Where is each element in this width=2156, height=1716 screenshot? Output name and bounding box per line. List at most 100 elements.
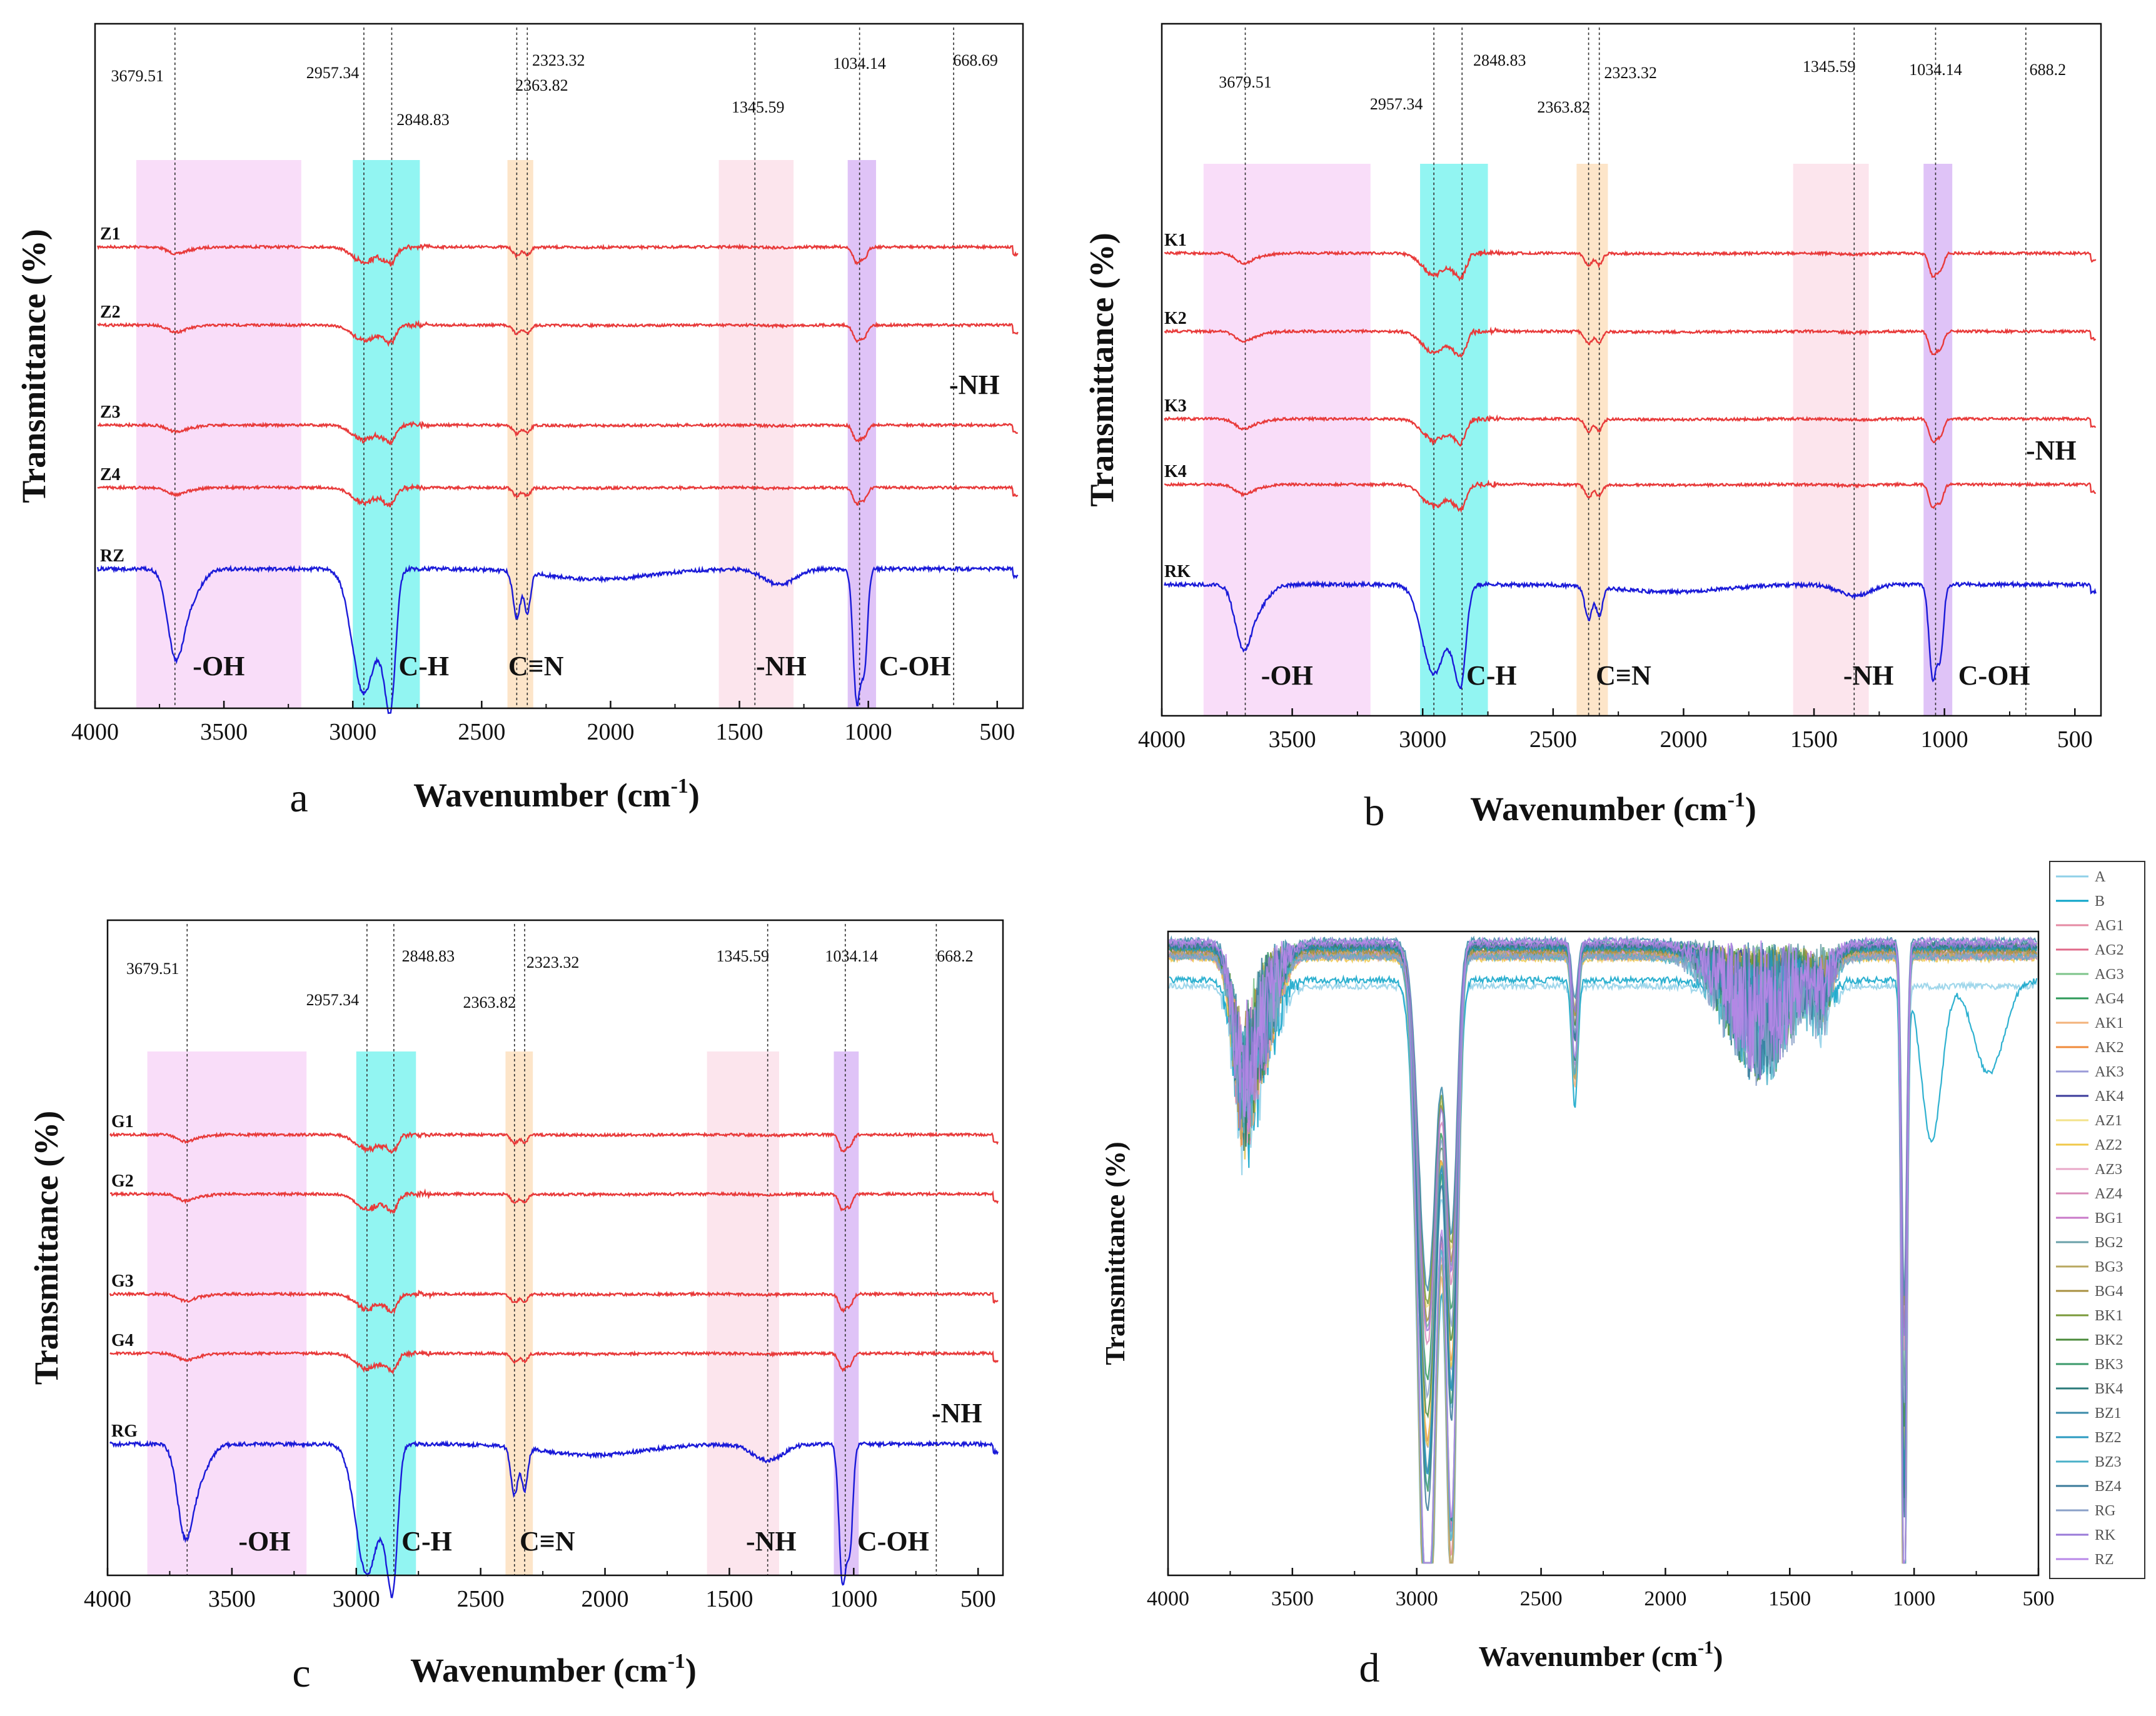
x-tick-label-7: 500 (2057, 726, 2093, 753)
legend-label-RZ: RZ (2095, 1552, 2114, 1568)
x-tick-label-4: 2000 (582, 1586, 629, 1612)
series-line-BZ2 (1169, 943, 2038, 1485)
plot-frame (106, 919, 1004, 1577)
legend-label-AG3: AG3 (2095, 966, 2124, 983)
band-label-1: C-H (401, 1526, 452, 1557)
band-0 (136, 160, 301, 708)
peak-label-2: 2848.83 (402, 947, 455, 965)
series-name-K1: K1 (1164, 231, 1187, 250)
series-line-RG (1168, 950, 2038, 1403)
y-axis-label: Transmittance (%) (15, 229, 53, 503)
x-axis-label-close: ) (688, 776, 700, 814)
series-name-RG: RG (111, 1422, 138, 1441)
legend-label-AG2: AG2 (2095, 942, 2124, 958)
x-tick-label-2: 3000 (1399, 726, 1446, 753)
x-tick-label-7: 500 (2023, 1587, 2055, 1610)
band-label-2: C≡N (1596, 660, 1651, 691)
series-name-Z3: Z3 (100, 403, 121, 422)
band-label-0: -OH (193, 651, 244, 681)
band-label-1: C-H (1466, 660, 1517, 691)
x-axis-label: Wavenumber (cm-1) (1479, 1637, 1723, 1672)
band-0 (147, 1051, 307, 1575)
series-line-G1 (109, 1131, 999, 1154)
peak-label-4: 2323.32 (532, 51, 585, 69)
peak-label-6: 1034.14 (833, 54, 886, 73)
x-tick-label-5: 1500 (705, 1586, 753, 1612)
legend-box (2049, 861, 2145, 1579)
series-name-K2: K2 (1164, 309, 1187, 328)
legend-label-BK2: BK2 (2095, 1332, 2123, 1348)
series-line-K2 (1164, 326, 2097, 358)
legend-label-BK3: BK3 (2095, 1357, 2123, 1373)
legend-label-BG4: BG4 (2095, 1283, 2123, 1300)
band-2 (1576, 164, 1608, 716)
series-line-Z2 (97, 319, 1019, 348)
legend-label-BG1: BG1 (2095, 1210, 2123, 1227)
peak-label-6: 1034.14 (1909, 61, 1962, 79)
series-line-Z1 (96, 243, 1019, 267)
series-line-BZ4 (1168, 940, 2038, 1518)
x-tick-label-1: 3500 (1269, 726, 1316, 753)
x-tick-label-4: 2000 (587, 719, 634, 745)
x-tick-label-1: 3500 (1271, 1587, 1314, 1610)
plot-frame (94, 23, 1024, 710)
x-axis-label-sup: -1 (668, 1650, 685, 1673)
legend-label-AZ3: AZ3 (2095, 1162, 2122, 1178)
x-tick-label-0: 4000 (1138, 726, 1186, 753)
legend-label-B: B (2095, 893, 2105, 910)
series-name-G4: G4 (111, 1331, 134, 1350)
x-axis-label-sup: -1 (1698, 1637, 1713, 1658)
peak-label-2: 2848.83 (396, 111, 450, 129)
extra-nh-label: -NH (2026, 435, 2077, 466)
legend-label-AZ1: AZ1 (2095, 1113, 2122, 1129)
x-tick-label-2: 3000 (1396, 1587, 1438, 1610)
band-label-4: C-OH (879, 651, 951, 681)
series-name-G3: G3 (111, 1272, 134, 1291)
peak-label-3: 2363.82 (463, 993, 516, 1011)
series-line-K1 (1164, 248, 2097, 282)
x-axis-label-close: ) (685, 1652, 697, 1689)
series-line-RG (109, 1440, 999, 1598)
peak-label-6: 1034.14 (825, 947, 879, 965)
extra-nh-label: -NH (949, 369, 1000, 400)
x-axis-label: Wavenumber (cm-1) (410, 1650, 697, 1689)
y-axis-label: Transmittance (%) (1100, 1141, 1131, 1365)
peak-label-3: 2363.82 (515, 76, 568, 94)
band-1 (353, 160, 420, 708)
band-1 (356, 1051, 416, 1575)
peak-label-7: 668.2 (937, 947, 974, 965)
series-name-K3: K3 (1164, 396, 1187, 416)
peak-label-0: 3679.51 (126, 960, 179, 978)
series-line-Z3 (97, 420, 1019, 446)
series-name-G1: G1 (111, 1112, 134, 1131)
peak-label-2: 2848.83 (1473, 51, 1526, 69)
legend-label-AG4: AG4 (2095, 991, 2124, 1007)
band-label-1: C-H (398, 651, 449, 681)
x-tick-label-2: 3000 (333, 1586, 380, 1612)
legend-label-BG3: BG3 (2095, 1259, 2123, 1275)
x-tick-label-6: 1000 (1921, 726, 1968, 753)
peak-label-1: 2957.34 (1370, 95, 1423, 113)
band-2 (505, 1051, 533, 1575)
panel-d: 4000 3500 3000 2500 2000 1500 1000 500 Transmitt… (1100, 861, 2145, 1691)
panel-label: b (1364, 789, 1385, 835)
series-line-K4 (1164, 479, 2097, 513)
series-name-G2: G2 (111, 1172, 134, 1191)
band-label-0: -OH (238, 1526, 290, 1557)
band-3 (718, 160, 794, 708)
series-name-Z2: Z2 (100, 303, 121, 322)
x-tick-label-6: 1000 (845, 719, 892, 745)
panel-label: c (292, 1650, 310, 1696)
legend-label-BZ3: BZ3 (2095, 1454, 2122, 1470)
peak-label-5: 1345.59 (732, 98, 785, 116)
series-name-Z4: Z4 (100, 465, 121, 484)
x-axis-label: Wavenumber (cm-1) (1470, 788, 1756, 828)
x-tick-label-5: 1500 (716, 719, 763, 745)
x-axis-label-main: Wavenumber (cm (1479, 1640, 1698, 1672)
peak-label-0: 3679.51 (1219, 73, 1272, 91)
peak-label-0: 3679.51 (111, 67, 164, 85)
x-axis-label-close: ) (1745, 790, 1756, 828)
peak-label-7: 668.69 (953, 51, 998, 69)
x-axis-label-main: Wavenumber (cm (413, 776, 670, 814)
